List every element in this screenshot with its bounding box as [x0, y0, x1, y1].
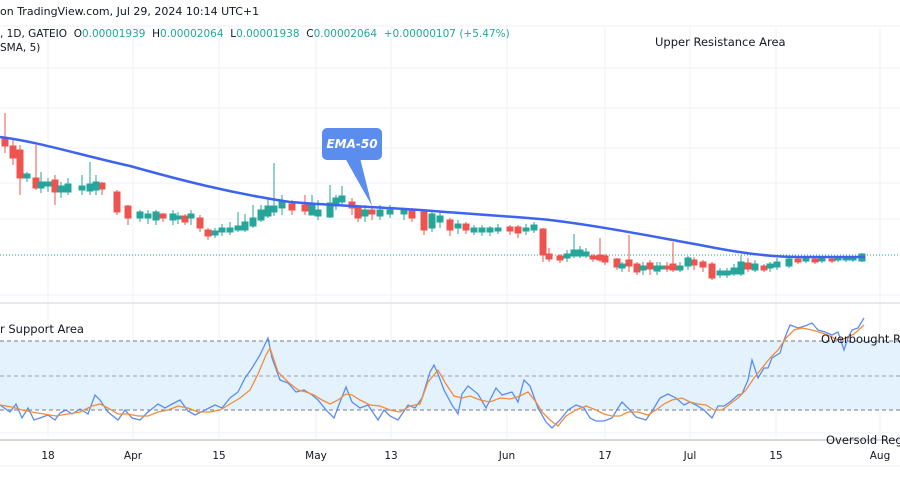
low-value: 0.00001938 [236, 28, 300, 40]
indicator-legend: SMA, 5) [0, 42, 41, 54]
x-tick: 17 [598, 450, 612, 462]
high-value: 0.00002064 [160, 28, 224, 40]
candlesticks [1, 113, 866, 280]
x-tick: Apr [123, 450, 143, 462]
low-label: L [230, 28, 237, 40]
x-tick: 15 [769, 450, 783, 462]
ema-50-callout: EMA-50 [322, 128, 382, 160]
x-tick: Jun [498, 450, 516, 462]
symbol-info: , 1D, GATEIO [0, 28, 68, 40]
high-label: H [152, 28, 161, 40]
x-tick: 13 [384, 450, 398, 462]
time-axis[interactable]: 18 Apr 15 May 13 Jun 17 Jul 15 Aug [0, 446, 900, 466]
stoch-k-line [0, 317, 865, 429]
x-tick: Aug [869, 450, 891, 462]
open-label: O [73, 28, 82, 40]
upper-resistance-label: Upper Resistance Area [655, 35, 786, 49]
ohlc-legend: , 1D, GATEIO O0.00001939 H0.00002064 L0.… [0, 28, 510, 40]
x-tick: Jul [683, 450, 697, 462]
x-tick: 15 [212, 450, 226, 462]
support-area-label: r Support Area [0, 322, 84, 336]
stoch-d-line [0, 324, 865, 427]
change-value: +0.00000107 (+5.47%) [383, 28, 510, 40]
x-tick: May [305, 450, 327, 462]
close-value: 0.00002064 [313, 28, 378, 40]
ema-50-line [0, 135, 865, 259]
oversold-label: Oversold Regi [826, 433, 900, 447]
overbought-label: Overbought Re [821, 332, 900, 346]
publish-info: on TradingView.com, Jul 29, 2024 10:14 U… [0, 5, 260, 18]
x-tick: 18 [41, 450, 55, 462]
close-label: C [306, 28, 314, 40]
open-value: 0.00001939 [81, 28, 146, 40]
